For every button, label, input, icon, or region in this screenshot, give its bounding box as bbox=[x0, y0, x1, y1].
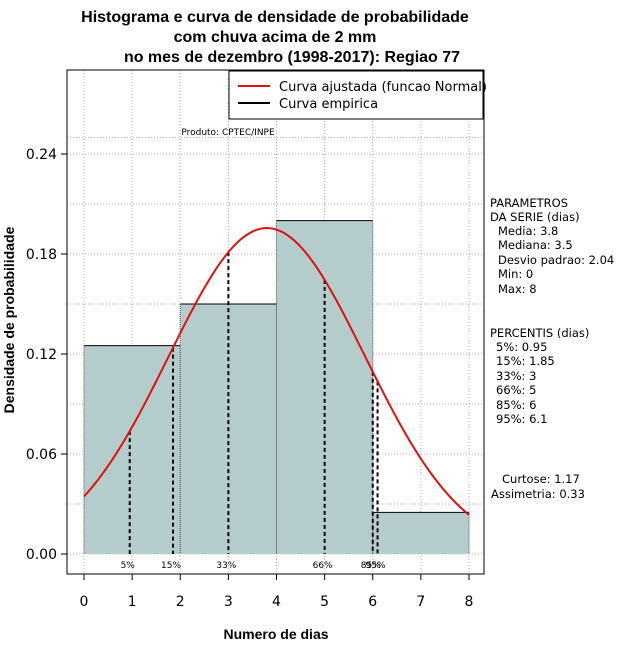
legend-fitted-label: Curva ajustada (funcao Normal) bbox=[279, 80, 487, 95]
x-tick-label: 6 bbox=[368, 594, 377, 610]
param-desvio: Desvio padrao: 2.04 bbox=[498, 253, 614, 267]
histogram-bar bbox=[84, 345, 181, 554]
x-tick-label: 0 bbox=[80, 594, 89, 610]
side-panel: PARAMETROS DA SERIE (dias) Media: 3.8 Me… bbox=[490, 196, 614, 501]
histogram-bar bbox=[372, 512, 469, 554]
x-tick-label: 4 bbox=[272, 594, 281, 610]
percentil-95: 95%: 6.1 bbox=[496, 412, 547, 426]
y-tick-label: 0.00 bbox=[26, 547, 57, 563]
percentile-label: 85% bbox=[361, 561, 381, 571]
percentil-5: 5%: 0.95 bbox=[496, 340, 547, 354]
percentil-66: 66%: 5 bbox=[496, 383, 536, 397]
param-media: Media: 3.8 bbox=[498, 224, 558, 238]
percentile-label: 95% bbox=[366, 561, 386, 571]
fitted-curve bbox=[83, 227, 470, 516]
title-line-3: no mes de dezembro (1998-2017): Regiao 7… bbox=[124, 49, 460, 66]
x-tick-label: 5 bbox=[320, 594, 329, 610]
percentile-label: 5% bbox=[121, 561, 136, 571]
axes: 0 1 2 3 4 5 6 7 8 0.00 0.06 0.12 0.18 0.24 bbox=[26, 147, 474, 610]
x-axis-label: Numero de dias bbox=[223, 626, 328, 642]
x-tick-label: 3 bbox=[224, 594, 233, 610]
histogram-bars bbox=[83, 220, 470, 554]
params-title-1: PARAMETROS bbox=[490, 196, 568, 210]
x-tick-label: 1 bbox=[128, 594, 137, 610]
y-axis-label: Densidade de probabilidade bbox=[1, 226, 17, 413]
plot-frame bbox=[66, 69, 485, 575]
percentil-15: 15%: 1.85 bbox=[496, 354, 555, 368]
percentil-33: 33%: 3 bbox=[496, 369, 536, 383]
curtose: Curtose: 1.17 bbox=[502, 472, 580, 486]
percentile-markers: 5% 15% 33% 66% 85%95% bbox=[121, 252, 386, 571]
y-tick-label: 0.24 bbox=[26, 147, 57, 163]
legend-empirical-label: Curva empirica bbox=[279, 97, 378, 112]
fitted-curve-line bbox=[83, 227, 470, 516]
percentile-label: 15% bbox=[161, 561, 181, 571]
params-title-2: DA SERIE (dias) bbox=[490, 210, 580, 224]
credit-text: Produto: CPTEC/INPE bbox=[181, 128, 275, 138]
y-tick-label: 0.06 bbox=[26, 447, 57, 463]
x-tick-label: 8 bbox=[465, 594, 474, 610]
percentile-label: 66% bbox=[313, 561, 333, 571]
legend-box bbox=[228, 70, 484, 120]
y-tick-label: 0.18 bbox=[26, 247, 57, 263]
assimetria: Assimetria: 0.33 bbox=[491, 487, 585, 501]
percentil-85: 85%: 6 bbox=[496, 398, 536, 412]
y-tick-label: 0.12 bbox=[26, 347, 57, 363]
x-tick-label: 7 bbox=[416, 594, 425, 610]
chart-title: Histograma e curva de densidade de proba… bbox=[81, 9, 469, 66]
legend: Curva ajustada (funcao Normal) Curva emp… bbox=[228, 70, 487, 120]
percentis-title: PERCENTIS (dias) bbox=[490, 326, 589, 340]
title-line-1: Histograma e curva de densidade de proba… bbox=[81, 9, 469, 26]
param-mediana: Mediana: 3.5 bbox=[498, 238, 573, 252]
x-tick-label: 2 bbox=[176, 594, 185, 610]
param-min: Min: 0 bbox=[498, 267, 533, 281]
param-max: Max: 8 bbox=[498, 282, 537, 296]
percentile-label: 33% bbox=[216, 561, 236, 571]
title-line-2: com chuva acima de 2 mm bbox=[174, 29, 377, 46]
